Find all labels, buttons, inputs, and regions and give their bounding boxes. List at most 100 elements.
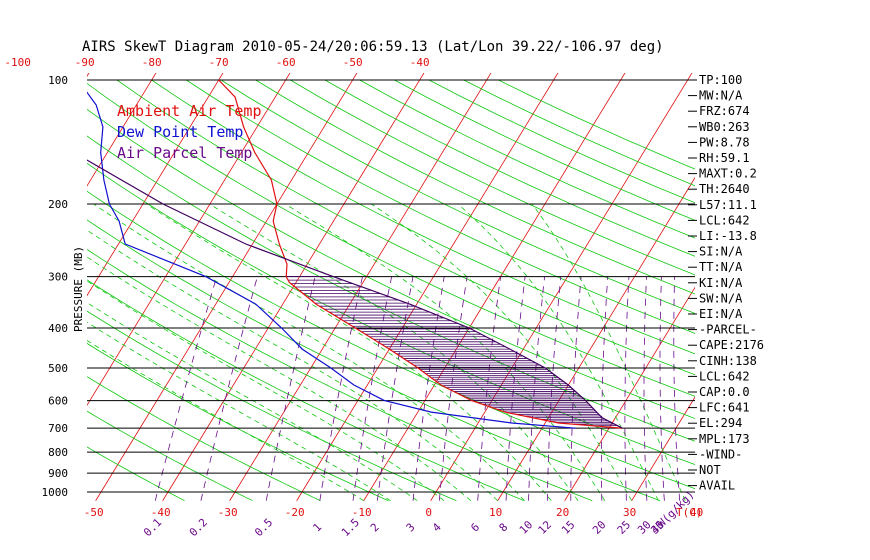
dry-adiabat-line bbox=[255, 79, 695, 295]
top-temp-tick-label: -50 bbox=[343, 56, 363, 69]
mixing-ratio-line bbox=[528, 276, 545, 501]
mixing-ratio-line bbox=[673, 276, 681, 501]
dry-adiabat-line bbox=[186, 79, 695, 334]
legend-entry: Dew Point Temp bbox=[117, 123, 243, 141]
mixing-tick-label: 0.5 bbox=[252, 516, 275, 539]
isotherm-line bbox=[564, 286, 695, 501]
mixing-tick-label: 2 bbox=[368, 521, 382, 535]
mixing-tick-label: 10 bbox=[517, 518, 536, 537]
pressure-tick-label: 900 bbox=[48, 467, 68, 480]
info-panel-item: NOT bbox=[699, 463, 721, 477]
isotherm-line bbox=[363, 73, 626, 501]
dry-adiabat-line bbox=[151, 79, 695, 355]
dry-adiabat-line bbox=[87, 82, 695, 397]
top-temp-tick-label: -90 bbox=[75, 56, 95, 69]
moist-adiabat-line bbox=[146, 203, 552, 501]
isotherm-line bbox=[296, 73, 559, 501]
top-temp-axis: -120-110-100-90-80-70-60-50-40 bbox=[4, 56, 430, 69]
info-panel-item: CAPE:2176 bbox=[699, 338, 764, 352]
mixing-ratio-line bbox=[624, 276, 630, 501]
info-panel-item: CINH:138 bbox=[699, 354, 757, 368]
top-temp-tick-label: -40 bbox=[410, 56, 430, 69]
mixing-ratio-line bbox=[477, 276, 501, 501]
moist-adiabat-line bbox=[87, 302, 418, 502]
chart-title: AIRS SkewT Diagram 2010-05-24/20:06:59.1… bbox=[82, 39, 664, 55]
info-panel-item: AVAIL bbox=[699, 479, 735, 493]
bottom-temp-tick-label: 10 bbox=[489, 506, 502, 519]
dry-adiabat-line bbox=[87, 410, 253, 502]
pressure-tick-label: 700 bbox=[48, 422, 68, 435]
pressure-tick-label: 400 bbox=[48, 322, 68, 335]
bottom-temp-tick-label: -50 bbox=[84, 506, 104, 519]
info-panel-item: LCL:642 bbox=[699, 369, 750, 383]
mixing-ratio-line bbox=[319, 276, 363, 501]
info-panel-item: LCL:642 bbox=[699, 213, 750, 227]
pressure-tick-label: 100 bbox=[48, 74, 68, 87]
mixing-ratio-line bbox=[505, 276, 526, 501]
dry-adiabat-line bbox=[290, 79, 695, 276]
pressure-tick-label: 1000 bbox=[42, 486, 69, 499]
moist-adiabat-line bbox=[371, 203, 633, 501]
pressure-tick-label: 200 bbox=[48, 198, 68, 211]
isotherm-line bbox=[87, 73, 224, 297]
bottom-temp-tick-label: -20 bbox=[285, 506, 305, 519]
pressure-axis: 100 200 300 400 500 600 700 800 900 1000 bbox=[42, 74, 69, 499]
info-panel-item: EL:294 bbox=[699, 416, 742, 430]
mixing-ratio-line bbox=[438, 276, 468, 501]
dry-adiabat-line bbox=[463, 79, 695, 187]
info-panel-item: TT:N/A bbox=[699, 260, 743, 274]
ambient-temp-line bbox=[218, 79, 623, 429]
top-temp-tick-label: -80 bbox=[142, 56, 162, 69]
mixing-tick-label: 12 bbox=[536, 518, 555, 537]
pressure-tick-label: 500 bbox=[48, 362, 68, 375]
bottom-temp-tick-label: 0 bbox=[425, 506, 432, 519]
dew-point-line bbox=[87, 91, 576, 429]
moist-adiabat-line bbox=[284, 203, 606, 501]
mixing-tick-label: 20 bbox=[590, 518, 609, 537]
mixing-tick-label: 3 bbox=[404, 521, 418, 535]
legend-entry: Ambient Air Temp bbox=[117, 102, 262, 120]
pressure-tick-label: 600 bbox=[48, 395, 68, 408]
top-temp-tick-label: -100 bbox=[4, 56, 31, 69]
mixing-tick-label: 1.5 bbox=[339, 516, 362, 539]
info-panel-item: WB0:263 bbox=[699, 120, 750, 134]
info-panel-item: MAXT:0.2 bbox=[699, 167, 757, 181]
top-temp-tick-label: -60 bbox=[276, 56, 296, 69]
isotherm-line bbox=[766, 71, 870, 501]
info-panel-item: LFC:641 bbox=[699, 401, 750, 415]
isotherm-line bbox=[87, 73, 157, 187]
info-panel-item: -WIND- bbox=[699, 447, 742, 461]
info-panel-item: RH:59.1 bbox=[699, 151, 750, 165]
dry-adiabat-line bbox=[87, 446, 185, 502]
info-panel-item: EI:N/A bbox=[699, 307, 743, 321]
pressure-tick-label: 300 bbox=[48, 271, 68, 284]
dry-adiabat-line bbox=[359, 79, 695, 239]
moist-adiabat-line bbox=[87, 229, 498, 501]
dry-adiabat-line bbox=[87, 249, 593, 502]
bottom-temp-axis: -50 -40 -30 -20 -10 0 10 20 30 40 bbox=[84, 506, 704, 519]
dry-adiabat-line bbox=[87, 279, 525, 502]
mixing-ratio-line bbox=[265, 276, 316, 501]
legend-entry: Air Parcel Temp bbox=[117, 144, 252, 162]
mixing-ratio-line bbox=[643, 276, 648, 501]
isotherm-line bbox=[95, 73, 358, 501]
moist-adiabat-line bbox=[93, 203, 525, 501]
bottom-temp-tick-label: 40 bbox=[690, 506, 703, 519]
mixing-ratio-line bbox=[546, 276, 562, 501]
dry-adiabat-line bbox=[87, 108, 695, 419]
info-panel-item: SW:N/A bbox=[699, 291, 743, 305]
info-panel-item: TH:2640 bbox=[699, 182, 750, 196]
dry-adiabat-line bbox=[87, 376, 321, 502]
info-panel-item: CAP:0.0 bbox=[699, 385, 750, 399]
mixing-ratio-line bbox=[200, 276, 258, 501]
top-temp-tick-label: -70 bbox=[209, 56, 229, 69]
bottom-temp-tick-label: -40 bbox=[151, 506, 171, 519]
mixing-ratio-line bbox=[352, 276, 392, 501]
dry-adiabat-line bbox=[220, 79, 695, 314]
info-panel-item: LI:-13.8 bbox=[699, 229, 757, 243]
bottom-temp-tick-label: -30 bbox=[218, 506, 238, 519]
isotherm-line bbox=[229, 73, 492, 501]
mixing-tick-label: 1 bbox=[310, 521, 324, 535]
